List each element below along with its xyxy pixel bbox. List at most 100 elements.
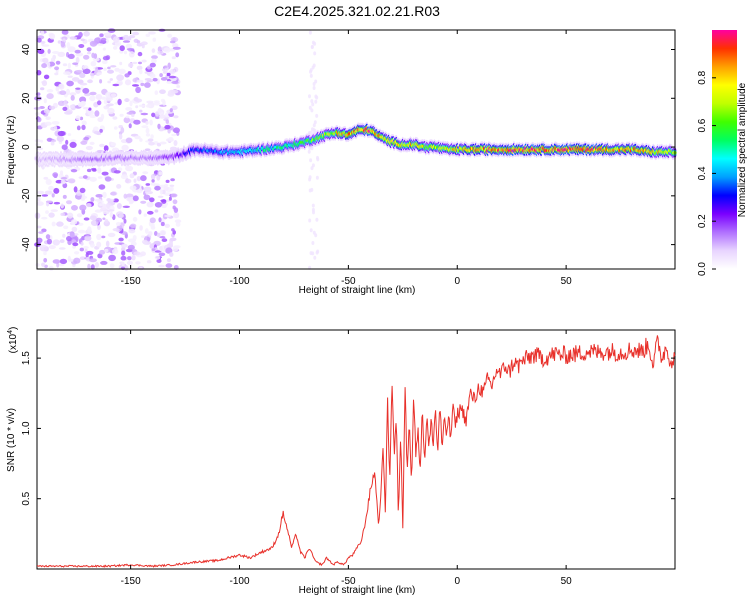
noise-speckle xyxy=(37,48,45,55)
noise-speckle xyxy=(125,137,133,144)
noise-speckle xyxy=(135,105,139,109)
noise-speckle xyxy=(118,237,124,242)
noise-speckle xyxy=(80,140,88,145)
noise-speckle xyxy=(139,68,143,75)
noise-speckle xyxy=(100,260,108,265)
noise-speckle xyxy=(145,133,151,137)
noise-speckle xyxy=(147,138,154,142)
noise-speckle xyxy=(79,204,87,211)
noise-speckle xyxy=(70,169,78,173)
noise-speckle xyxy=(121,243,128,248)
noise-speckle xyxy=(36,225,42,229)
noise-speckle xyxy=(160,98,165,103)
noise-speckle xyxy=(75,56,80,64)
noise-speckle xyxy=(157,50,164,55)
noise-speckle xyxy=(314,99,318,104)
noise-speckle xyxy=(81,192,86,198)
noise-speckle xyxy=(169,184,175,187)
noise-speckle xyxy=(95,209,101,213)
noise-speckle xyxy=(309,73,313,78)
noise-speckle xyxy=(144,82,151,88)
noise-speckle xyxy=(166,80,173,84)
noise-speckle xyxy=(122,34,130,42)
noise-speckle xyxy=(308,218,312,223)
snr-frame xyxy=(36,329,676,570)
noise-speckle xyxy=(89,95,96,102)
noise-speckle xyxy=(93,126,99,132)
noise-speckle xyxy=(313,41,317,46)
noise-speckle xyxy=(52,239,60,246)
noise-speckle xyxy=(46,93,54,100)
noise-speckle xyxy=(99,128,103,133)
noise-speckle xyxy=(168,136,174,141)
noise-speckle xyxy=(307,149,311,154)
noise-speckle xyxy=(140,82,145,87)
noise-speckle xyxy=(98,184,106,190)
noise-speckle xyxy=(80,86,84,91)
noise-speckle xyxy=(161,205,167,209)
noise-speckle xyxy=(111,248,119,254)
noise-speckle xyxy=(81,124,86,131)
noise-speckle xyxy=(107,28,116,33)
noise-speckle xyxy=(76,125,81,131)
noise-speckle xyxy=(140,200,147,204)
noise-speckle xyxy=(48,265,54,271)
noise-speckle xyxy=(72,242,79,247)
noise-speckle xyxy=(163,65,168,69)
noise-speckle xyxy=(64,111,73,115)
noise-speckle xyxy=(80,197,85,201)
x-tick-label: 0 xyxy=(454,576,460,587)
noise-speckle xyxy=(42,44,50,47)
noise-speckle xyxy=(102,47,106,51)
noise-speckle xyxy=(86,203,92,208)
noise-speckle xyxy=(41,80,48,87)
noise-speckle xyxy=(147,210,154,215)
noise-speckle xyxy=(165,247,173,254)
noise-speckle xyxy=(119,45,125,52)
noise-speckle xyxy=(151,48,156,53)
noise-speckle xyxy=(135,98,143,103)
noise-speckle xyxy=(49,33,56,40)
noise-speckle xyxy=(309,130,313,135)
noise-speckle xyxy=(85,145,93,151)
noise-speckle xyxy=(154,209,159,213)
noise-speckle xyxy=(44,121,52,126)
noise-speckle xyxy=(95,94,103,100)
noise-speckle xyxy=(133,178,137,183)
noise-speckle xyxy=(314,233,318,238)
noise-speckle xyxy=(112,83,120,87)
noise-speckle xyxy=(66,200,72,205)
noise-speckle xyxy=(51,121,60,125)
noise-speckle xyxy=(169,68,176,75)
noise-speckle xyxy=(146,100,154,104)
colorbar-tick-label: 0.6 xyxy=(697,118,708,132)
heatmap-x-label: Height of straight line (km) xyxy=(299,285,416,296)
noise-speckle xyxy=(167,128,171,134)
noise-speckle xyxy=(59,258,68,264)
noise-speckle xyxy=(90,61,97,67)
noise-speckle xyxy=(148,141,155,146)
noise-speckle xyxy=(132,216,138,222)
noise-speckle xyxy=(97,224,101,231)
noise-speckle xyxy=(170,89,179,94)
noise-speckle xyxy=(67,46,76,53)
noise-speckle xyxy=(97,43,104,46)
noise-speckle xyxy=(116,184,122,189)
noise-speckle xyxy=(161,199,167,204)
y-tick-label: 1.0 xyxy=(21,421,32,435)
noise-speckle xyxy=(310,99,314,104)
noise-speckle xyxy=(169,252,174,257)
noise-speckle xyxy=(45,234,51,240)
noise-speckle xyxy=(125,115,130,119)
noise-speckle xyxy=(163,186,169,191)
noise-speckle xyxy=(152,77,158,82)
noise-speckle xyxy=(62,194,67,199)
noise-speckle xyxy=(151,55,158,59)
noise-speckle xyxy=(168,196,172,201)
noise-speckle xyxy=(40,87,45,91)
noise-speckle xyxy=(158,264,165,268)
noise-speckle xyxy=(130,241,137,246)
noise-speckle xyxy=(50,209,58,213)
noise-speckle xyxy=(56,135,65,142)
noise-speckle xyxy=(103,67,107,72)
